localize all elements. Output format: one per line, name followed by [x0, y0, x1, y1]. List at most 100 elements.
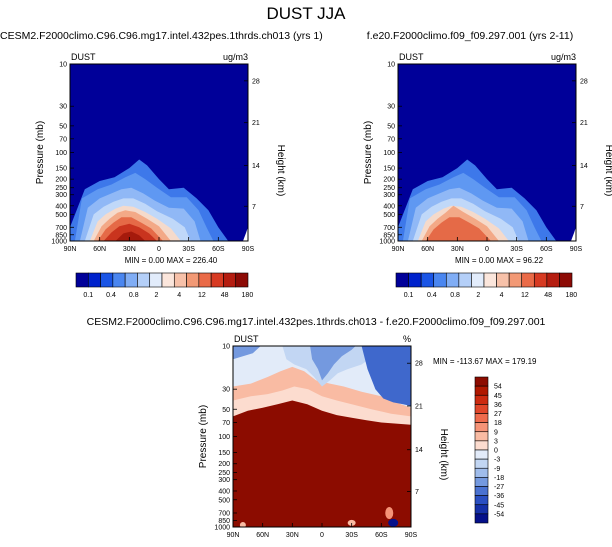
colorbar-label: 2: [155, 292, 159, 299]
y-tick-label: 300: [55, 192, 67, 199]
y-tick-label: 70: [387, 136, 395, 143]
colorbar-swatch: [137, 272, 151, 288]
colorbar-swatch: [75, 272, 89, 288]
colorbar-label: 48: [221, 292, 229, 299]
y-tick-label: 30: [59, 104, 67, 111]
variable-label: DUST: [399, 52, 424, 62]
panel-2: 1030507010015020025030040050070085010002…: [363, 52, 612, 265]
colorbar-swatch: [474, 449, 489, 460]
colorbar-swatch: [186, 272, 200, 288]
colorbar-label: 27: [494, 411, 502, 418]
colorbar-swatch: [546, 272, 560, 288]
y-tick-label: 100: [383, 150, 395, 157]
contour-band: [310, 346, 356, 381]
colorbar-label: 180: [566, 292, 578, 299]
variable-label: DUST: [71, 52, 96, 62]
colorbar-label: 48: [544, 292, 552, 299]
y-tick-label: 100: [55, 150, 67, 157]
colorbar-swatch: [474, 504, 489, 515]
y2-tick-label: 7: [415, 489, 419, 496]
y2-tick-label: 14: [415, 447, 423, 454]
colorbar-label: -3: [494, 457, 500, 464]
y-tick-label: 150: [383, 166, 395, 173]
y-tick-label: 50: [387, 123, 395, 130]
y-axis-label: Pressure (mb): [198, 405, 209, 468]
x-tick-label: 60S: [540, 246, 553, 253]
x-tick-label: 30S: [345, 532, 358, 539]
y-tick-label: 400: [55, 203, 67, 210]
x-tick-label: 90N: [392, 246, 405, 253]
colorbar-swatch: [474, 394, 489, 405]
field-upper: [398, 64, 576, 169]
x-tick-label: 0: [485, 246, 489, 253]
colorbar-label: 54: [494, 384, 502, 391]
y-tick-label: 200: [218, 461, 230, 468]
colorbar-swatch: [483, 272, 497, 288]
variable-label: DUST: [234, 334, 259, 344]
y2-tick-label: 21: [252, 120, 260, 127]
colorbar-swatch: [496, 272, 510, 288]
panel-3: 1030507010015020025030040050070085010002…: [198, 334, 537, 539]
y-tick-label: 70: [59, 136, 67, 143]
colorbar-swatch: [458, 272, 472, 288]
y-tick-label: 10: [222, 344, 230, 351]
colorbar-swatch: [198, 272, 212, 288]
y2-tick-label: 28: [252, 78, 260, 85]
colorbar-label: 4: [500, 292, 504, 299]
y-tick-label: 1000: [379, 239, 395, 246]
colorbar-label: 0.4: [106, 292, 116, 299]
field-upper: [70, 64, 248, 169]
y2-tick-label: 21: [415, 403, 423, 410]
colorbar-label: -27: [494, 484, 504, 491]
y-tick-label: 300: [218, 477, 230, 484]
y-tick-label: 70: [222, 420, 230, 427]
colorbar-swatch: [474, 422, 489, 433]
colorbar-label: 0.4: [427, 292, 437, 299]
y-tick-label: 500: [383, 212, 395, 219]
colorbar-swatch: [112, 272, 126, 288]
y-tick-label: 400: [383, 203, 395, 210]
contour-band: [425, 217, 491, 241]
colorbar-label: -54: [494, 511, 504, 518]
contour-band: [282, 346, 384, 387]
page-title: DUST JJA: [266, 4, 346, 23]
panel2-title: f.e20.F2000climo.f09_f09.297.001 (yrs 2-…: [366, 30, 574, 42]
y-tick-label: 1000: [51, 239, 67, 246]
colorbar-label: 36: [494, 402, 502, 409]
y-tick-label: 10: [387, 62, 395, 69]
y-tick-label: 50: [59, 123, 67, 130]
y-tick-label: 30: [387, 104, 395, 111]
colorbar-label: 12: [198, 292, 206, 299]
y-tick-label: 30: [222, 387, 230, 394]
colorbar-swatch: [100, 272, 114, 288]
colorbar-swatch: [420, 272, 435, 288]
colorbar-swatch: [474, 467, 489, 478]
colorbar-swatch: [161, 272, 175, 288]
colorbar-label: -18: [494, 475, 504, 482]
min-max-stats: MIN = 0.00 MAX = 226.40: [125, 256, 218, 265]
colorbar-swatch: [474, 495, 489, 506]
y-tick-label: 200: [55, 177, 67, 184]
x-tick-label: 0: [157, 246, 161, 253]
min-max-stats: MIN = -113.67 MAX = 179.19: [433, 357, 537, 366]
colorbar-label: -9: [494, 466, 500, 473]
colorbar-label: 45: [494, 393, 502, 400]
x-tick-label: 90N: [64, 246, 77, 253]
y-tick-label: 50: [222, 407, 230, 414]
colorbar-label: -36: [494, 493, 504, 500]
x-tick-label: 30N: [123, 246, 136, 253]
y-tick-label: 300: [383, 192, 395, 199]
colorbar-label: 0: [494, 448, 498, 455]
colorbar-label: 3: [494, 438, 498, 445]
colorbar-label: 4: [177, 292, 181, 299]
y2-tick-label: 28: [580, 78, 588, 85]
x-tick-label: 60S: [375, 532, 388, 539]
y-tick-label: 200: [383, 177, 395, 184]
x-tick-label: 90S: [242, 246, 255, 253]
colorbar-swatch: [521, 272, 535, 288]
colorbar-label: 18: [494, 420, 502, 427]
colorbar-swatch: [474, 440, 489, 451]
surface-feature: [347, 519, 356, 526]
y-tick-label: 700: [218, 510, 230, 517]
